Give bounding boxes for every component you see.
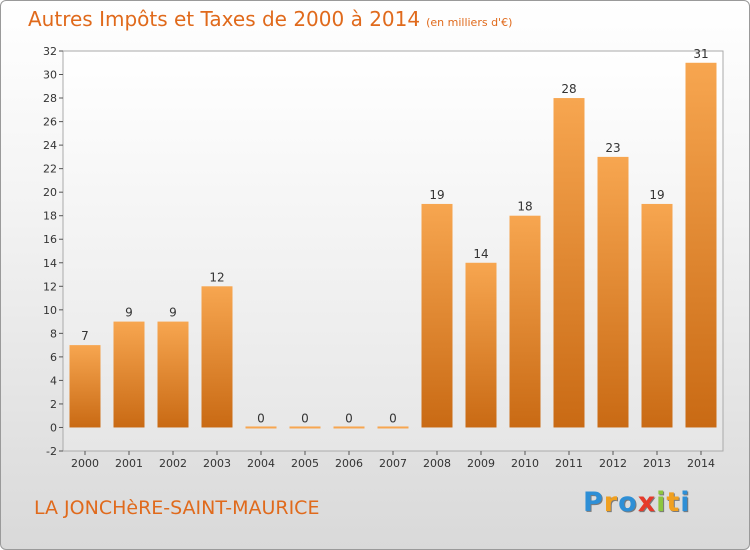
bar-value-label: 28 — [561, 82, 576, 96]
logo-letter: r — [603, 487, 619, 518]
bar-value-label: 0 — [345, 411, 353, 425]
bar-value-label: 18 — [517, 200, 532, 214]
x-tick-label: 2001 — [115, 457, 143, 470]
x-tick-label: 2014 — [687, 457, 715, 470]
bar — [157, 321, 189, 428]
chart-subtitle: (en milliers d'€) — [426, 16, 513, 29]
bar — [377, 426, 409, 429]
y-tick-label: 8 — [50, 327, 57, 340]
bar — [113, 321, 145, 428]
x-tick-label: 2013 — [643, 457, 671, 470]
logo-letter: o — [618, 487, 638, 518]
bar-value-label: 0 — [389, 411, 397, 425]
x-tick-label: 2010 — [511, 457, 539, 470]
x-tick-label: 2003 — [203, 457, 231, 470]
bar — [245, 426, 277, 429]
chart-title-main: Autres Impôts et Taxes de 2000 à 2014 — [28, 7, 421, 31]
y-tick-label: 32 — [43, 45, 57, 58]
x-tick-label: 2004 — [247, 457, 275, 470]
y-tick-label: 24 — [43, 139, 57, 152]
bar-value-label: 12 — [209, 270, 224, 284]
bar — [641, 203, 673, 428]
logo-letter: i — [680, 487, 691, 518]
y-tick-label: 26 — [43, 116, 57, 129]
bar — [465, 262, 497, 428]
logo-letter: t — [666, 487, 681, 518]
x-tick-label: 2005 — [291, 457, 319, 470]
y-tick-label: 22 — [43, 163, 57, 176]
bar-value-label: 31 — [693, 47, 708, 61]
bar-value-label: 0 — [257, 411, 265, 425]
y-tick-label: 10 — [43, 304, 57, 317]
y-tick-label: 28 — [43, 92, 57, 105]
x-tick-label: 2002 — [159, 457, 187, 470]
bar — [685, 62, 717, 428]
bar-value-label: 19 — [649, 188, 664, 202]
bar — [201, 286, 233, 428]
x-tick-label: 2011 — [555, 457, 583, 470]
x-tick-label: 2000 — [71, 457, 99, 470]
logo-letter: x — [637, 487, 657, 518]
x-tick-label: 2008 — [423, 457, 451, 470]
bar-value-label: 0 — [301, 411, 309, 425]
x-tick-label: 2006 — [335, 457, 363, 470]
y-tick-label: 30 — [43, 69, 57, 82]
proxiti-logo: Proxiti — [583, 487, 691, 518]
x-tick-label: 2012 — [599, 457, 627, 470]
y-tick-label: 12 — [43, 280, 57, 293]
chart-title: Autres Impôts et Taxes de 2000 à 2014 (en… — [28, 7, 512, 31]
x-tick-label: 2007 — [379, 457, 407, 470]
bar — [333, 426, 365, 429]
bar-value-label: 7 — [81, 329, 89, 343]
x-tick-label: 2009 — [467, 457, 495, 470]
commune-name: LA JONCHèRE-SAINT-MAURICE — [34, 497, 320, 519]
bar — [421, 203, 453, 428]
bar — [553, 98, 585, 428]
y-tick-label: -2 — [46, 445, 57, 458]
y-tick-label: 4 — [50, 374, 57, 387]
bar — [597, 156, 629, 428]
bar-value-label: 14 — [473, 247, 488, 261]
y-tick-label: 18 — [43, 210, 57, 223]
y-tick-label: 0 — [50, 421, 57, 434]
y-tick-label: 20 — [43, 186, 57, 199]
y-tick-label: 2 — [50, 398, 57, 411]
y-tick-label: 16 — [43, 233, 57, 246]
bar-value-label: 9 — [169, 306, 177, 320]
bar-value-label: 19 — [429, 188, 444, 202]
bar-value-label: 23 — [605, 141, 620, 155]
bar-value-label: 9 — [125, 306, 133, 320]
bar — [509, 215, 541, 428]
bar — [289, 426, 321, 429]
bar — [69, 345, 101, 428]
logo-letter: i — [656, 487, 667, 518]
y-tick-label: 14 — [43, 257, 57, 270]
y-tick-label: 6 — [50, 351, 57, 364]
logo-letter: P — [583, 487, 604, 518]
